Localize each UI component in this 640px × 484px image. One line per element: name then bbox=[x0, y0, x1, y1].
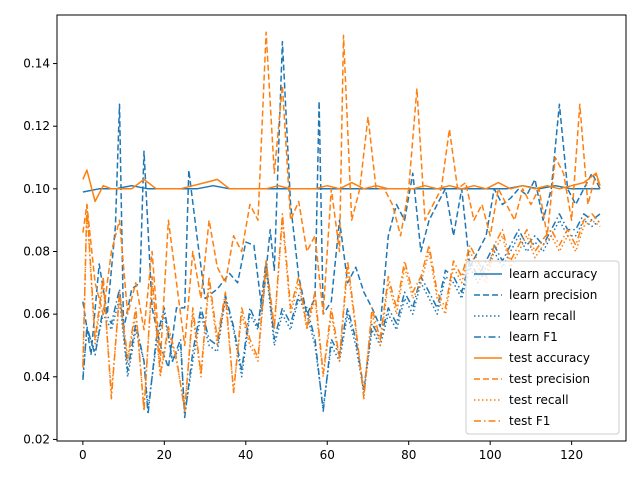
x-tick-label: 120 bbox=[560, 448, 583, 462]
series-line-1 bbox=[82, 40, 601, 369]
x-tick-label: 40 bbox=[238, 448, 253, 462]
x-tick-label: 100 bbox=[479, 448, 502, 462]
x-tick-label: 0 bbox=[79, 448, 87, 462]
legend-label: learn precision bbox=[509, 288, 597, 302]
legend: learn accuracy learn precision learn recal… bbox=[465, 260, 620, 435]
x-axis: 0 20 40 60 80 100 120 bbox=[79, 441, 583, 462]
legend-label: learn F1 bbox=[509, 330, 558, 344]
series-line-5 bbox=[82, 31, 601, 362]
y-axis: 0.02 0.04 0.06 0.08 0.10 0.12 0.14 bbox=[23, 57, 57, 446]
legend-box bbox=[465, 260, 620, 435]
y-tick-label: 0.12 bbox=[23, 119, 50, 133]
y-tick-label: 0.08 bbox=[23, 244, 50, 258]
y-tick-label: 0.10 bbox=[23, 182, 50, 196]
legend-label: learn accuracy bbox=[509, 267, 597, 281]
series-line-4 bbox=[82, 169, 601, 203]
y-tick-label: 0.02 bbox=[23, 432, 50, 446]
y-tick-label: 0.04 bbox=[23, 370, 50, 384]
x-tick-label: 20 bbox=[157, 448, 172, 462]
y-tick-label: 0.14 bbox=[23, 57, 50, 71]
y-tick-label: 0.06 bbox=[23, 307, 50, 321]
series-line-3 bbox=[82, 213, 601, 419]
x-tick-label: 80 bbox=[401, 448, 416, 462]
x-tick-label: 60 bbox=[320, 448, 335, 462]
legend-label: test recall bbox=[509, 393, 569, 407]
plot-frame bbox=[56, 14, 627, 442]
legend-label: test precision bbox=[509, 372, 590, 386]
legend-label: test F1 bbox=[509, 414, 550, 428]
series-line-7 bbox=[82, 203, 601, 412]
legend-label: test accuracy bbox=[509, 351, 590, 365]
legend-label: learn recall bbox=[509, 309, 576, 323]
